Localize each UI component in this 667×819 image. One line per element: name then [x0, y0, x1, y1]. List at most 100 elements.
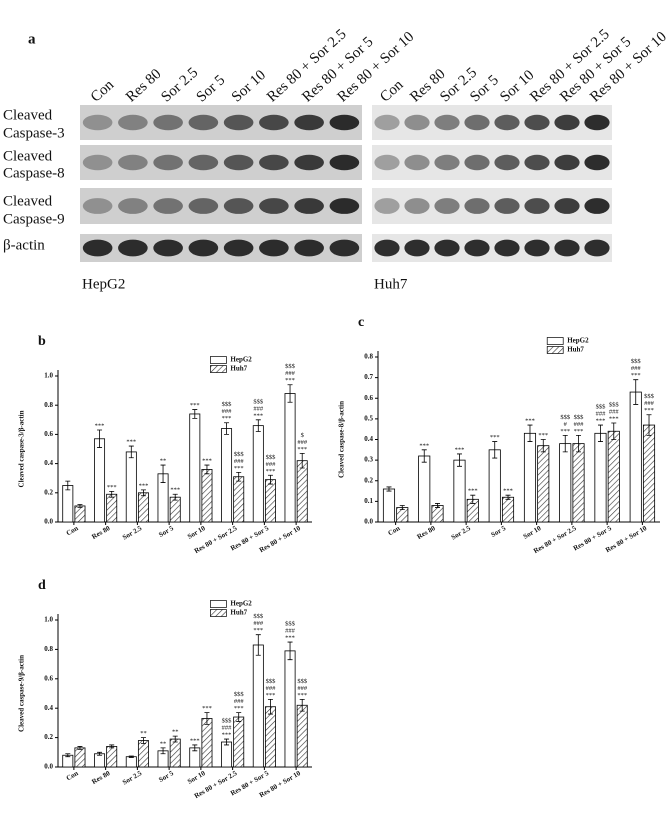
- error-bar: [287, 641, 293, 661]
- significance: ***: [222, 732, 232, 739]
- bar: [252, 644, 264, 768]
- y-axis-label: Cleaved caspase-9/β-actin: [18, 655, 26, 732]
- band: [223, 239, 254, 257]
- error-bar: [160, 464, 166, 483]
- band: [404, 114, 430, 131]
- significance: ***: [107, 484, 117, 491]
- bar: [559, 443, 572, 523]
- significance: $$$: [253, 613, 264, 620]
- error-bar: [456, 453, 462, 467]
- bar: [572, 443, 585, 523]
- band: [188, 239, 219, 257]
- panel-label: c: [358, 315, 364, 330]
- bar: [537, 445, 550, 523]
- error-bar: [140, 489, 146, 497]
- error-bar: [109, 744, 115, 749]
- band: [404, 198, 430, 214]
- x-tick-label: Sor 2.5: [121, 524, 144, 542]
- band: [494, 154, 520, 171]
- band: [259, 154, 289, 171]
- significance: ***: [490, 434, 500, 441]
- significance: ***: [631, 372, 641, 379]
- error-bar: [399, 505, 405, 511]
- bar: [137, 492, 149, 523]
- band: [82, 239, 113, 257]
- error-bar: [611, 422, 617, 440]
- error-bar: [236, 471, 242, 482]
- significance: ***: [234, 705, 244, 712]
- bar: [296, 460, 308, 523]
- error-bar: [540, 439, 546, 453]
- bar: [284, 650, 296, 768]
- significance: **: [160, 458, 167, 465]
- x-tick-label: Res 80: [90, 524, 111, 541]
- bar: [284, 393, 296, 523]
- y-tick-label: 0.8: [44, 401, 53, 409]
- significance: ***: [297, 446, 307, 453]
- significance: ***: [95, 423, 105, 430]
- y-tick-label: 0.4: [44, 704, 53, 712]
- bar: [221, 741, 233, 768]
- x-tick-label: Sor 5: [490, 524, 508, 539]
- y-tick-label: 0.4: [364, 435, 373, 443]
- band: [554, 114, 580, 131]
- significance: ***: [596, 418, 606, 425]
- band: [153, 154, 183, 171]
- legend-label: Huh7: [230, 365, 247, 373]
- band: [188, 154, 219, 171]
- significance: ###: [644, 400, 655, 407]
- bar: [431, 505, 444, 523]
- band: [223, 154, 254, 171]
- band: [584, 114, 610, 131]
- bar: [453, 459, 466, 523]
- bar: [106, 746, 118, 768]
- band: [554, 198, 580, 214]
- significance: ***: [525, 418, 535, 425]
- band: [329, 114, 360, 131]
- bar: [137, 740, 149, 768]
- error-bar: [109, 490, 115, 498]
- band: [554, 154, 580, 171]
- band: [329, 239, 360, 257]
- x-tick-label: Sor 5: [157, 769, 175, 784]
- cell-line: Huh7: [374, 276, 408, 292]
- y-tick-label: 0.6: [44, 430, 53, 438]
- panel-label: d: [38, 578, 46, 593]
- x-tick-label: Sor 2.5: [450, 524, 473, 542]
- error-bar: [421, 449, 427, 463]
- significance: **: [172, 729, 179, 736]
- significance: ***: [503, 488, 513, 495]
- band: [259, 114, 289, 131]
- y-tick-label: 1.0: [44, 616, 53, 624]
- significance: $$$: [285, 363, 296, 370]
- legend-label: HepG2: [230, 356, 252, 364]
- band: [524, 198, 550, 214]
- significance: ***: [574, 428, 584, 435]
- band: [404, 239, 430, 257]
- band: [82, 114, 113, 131]
- error-bar: [470, 494, 476, 504]
- bar: [594, 432, 607, 523]
- band: [584, 154, 610, 171]
- band: [118, 239, 148, 257]
- band: [374, 239, 400, 257]
- significance: ***: [297, 692, 307, 699]
- significance: ###: [266, 461, 277, 468]
- y-axis-label: Cleaved caspase-8/β-actin: [338, 401, 346, 478]
- significance: ***: [266, 692, 276, 699]
- significance: ###: [596, 411, 607, 418]
- significance: ###: [631, 365, 642, 372]
- significance: ###: [297, 439, 308, 446]
- band: [434, 114, 460, 131]
- y-tick-label: 0.0: [44, 518, 53, 526]
- bar: [74, 505, 86, 523]
- band: [118, 114, 148, 131]
- error-bar: [505, 494, 511, 500]
- band: [374, 114, 400, 131]
- significance: ***: [560, 428, 570, 435]
- bar: [169, 496, 181, 523]
- significance: ###: [253, 620, 264, 627]
- legend-label: Huh7: [567, 346, 584, 354]
- legend-label: Huh7: [230, 609, 247, 617]
- band: [464, 154, 490, 171]
